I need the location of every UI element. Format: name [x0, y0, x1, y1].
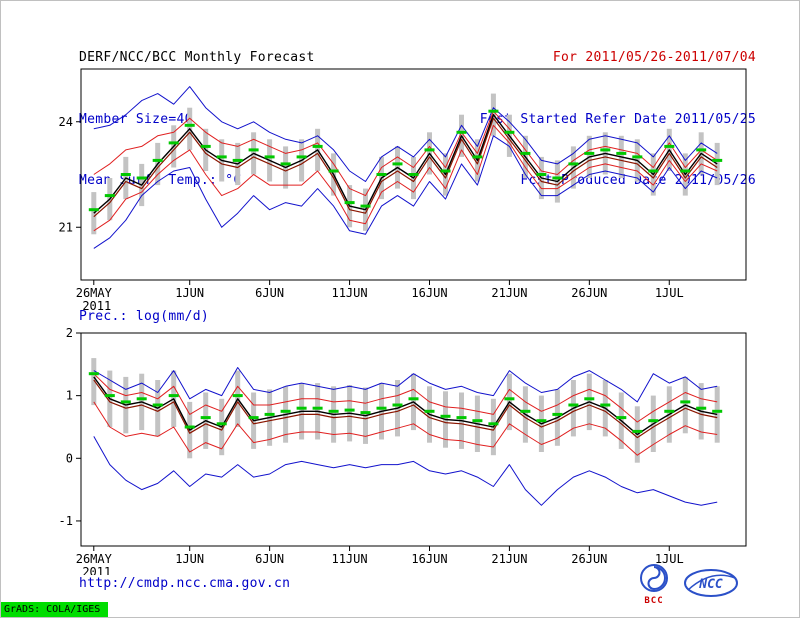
x-tick-label: 16JUN	[411, 552, 447, 566]
header-right: For 2011/05/26-2011/07/04 Fcst Started R…	[480, 7, 756, 233]
daily-median-dash-group	[88, 109, 723, 212]
member-size-label: Member Size=40	[79, 111, 193, 127]
x-tick-label: 6JUN	[255, 552, 284, 566]
x-tick-label: 26MAY	[76, 286, 113, 300]
y-tick-label: -1	[59, 514, 73, 528]
x-tick-label: 1JUL	[655, 552, 684, 566]
page-title: DERF/NCC/BCC Monthly Forecast	[79, 50, 315, 65]
x-tick-label: 26JUN	[571, 552, 607, 566]
x-tick-label: 11JUN	[331, 286, 367, 300]
ensemble-mean-line	[93, 114, 718, 214]
y-axis: -1 0 1 2	[59, 326, 81, 528]
ensemble-min-line	[93, 436, 718, 506]
lower-quartile-line	[93, 124, 718, 232]
y-tick-label: 2	[66, 328, 73, 340]
forecast-range-label: For 2011/05/26-2011/07/04	[552, 50, 756, 65]
daily-median-dash-group	[88, 372, 723, 433]
x-tick-label: 1JUN	[175, 552, 204, 566]
temperature-chart: 26MAY 2011 1JUN 6JUN 11JUN 16JUN 21JUN 26JUN 1JU…	[1, 64, 799, 313]
precip-variable-label: Prec.: log(mm/d)	[79, 309, 210, 324]
x-tick-label: 26JUN	[571, 286, 607, 300]
plot-frame	[80, 68, 747, 281]
upper-quartile-line	[93, 373, 718, 423]
spread-bar	[714, 142, 720, 186]
ncc-logo-label: NCC	[698, 577, 723, 592]
spread-bar	[714, 386, 720, 443]
ensemble-max-line	[93, 367, 718, 403]
bcc-logo: BCC	[637, 563, 671, 606]
x-tick-sublabel: 2011	[82, 565, 111, 575]
x-tick-label: 1JUN	[175, 286, 204, 300]
fcst-start-date-label: Fcst Started Refer Date 2011/05/25	[479, 111, 756, 127]
ensemble-spread-bars	[91, 93, 720, 235]
x-tick-label: 16JUN	[411, 286, 447, 300]
spread-bar	[91, 192, 97, 235]
ensemble-mean-line	[93, 376, 718, 436]
ensemble-min-line	[93, 135, 718, 249]
spread-bar	[91, 358, 97, 406]
bcc-emblem-icon	[640, 564, 668, 592]
bcc-logo-label: BCC	[644, 596, 664, 606]
ncc-emblem-icon: NCC	[684, 569, 738, 597]
y-tick-label: 1	[66, 389, 73, 403]
x-tick-label: 26MAY	[76, 552, 113, 566]
website-url: http://cmdp.ncc.cma.gov.cn	[79, 576, 291, 591]
x-tick-sublabel: 2011	[82, 299, 111, 311]
control-run-line	[93, 379, 718, 439]
header: DERF/NCC/BCC Monthly Forecast Member Siz…	[79, 7, 756, 233]
fcst-produced-date-label: Fcst Produced Date 2011/05/26	[520, 173, 755, 188]
x-tick-label: 1JUL	[655, 286, 684, 300]
plot-frame	[80, 332, 747, 547]
grads-stamp: GrADS: COLA/IGES	[1, 602, 109, 617]
upper-quartile-line	[93, 110, 718, 197]
ensemble-spread-bars	[91, 358, 720, 463]
ensemble-max-line	[93, 86, 718, 182]
control-run-line	[93, 117, 718, 218]
y-tick-label: 24	[59, 115, 73, 129]
y-tick-label: 21	[59, 220, 73, 234]
x-tick-label: 21JUN	[491, 286, 527, 300]
x-tick-label: 21JUN	[491, 552, 527, 566]
x-tick-label: 11JUN	[331, 552, 367, 566]
lower-quartile-line	[93, 401, 718, 456]
y-axis: 21 24	[59, 115, 81, 234]
x-tick-label: 6JUN	[255, 286, 284, 300]
y-tick-label: 0	[66, 451, 73, 465]
precipitation-chart: 26MAY 2011 1JUN 6JUN 11JUN 16JUN 21JUN 26JUN 1JU…	[1, 326, 799, 579]
footer-logos: BCC NCC	[637, 563, 741, 607]
ncc-logo: NCC	[683, 563, 741, 607]
